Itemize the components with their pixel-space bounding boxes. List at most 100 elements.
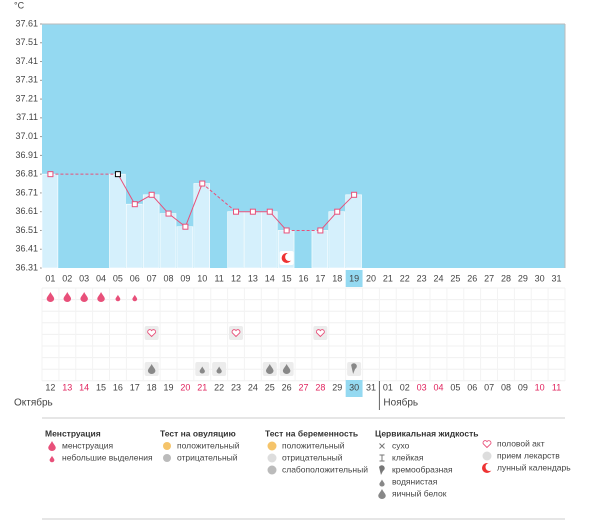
legend-icon (378, 489, 386, 500)
point-marker (317, 227, 324, 234)
legend-icon (379, 454, 385, 462)
day-label: 08 (164, 273, 174, 283)
month-label: Октябрь (14, 397, 53, 409)
point-marker (148, 191, 155, 198)
day-highlight (345, 270, 363, 287)
date-label: 21 (197, 382, 207, 392)
y-tick-label: 36.31 (15, 262, 38, 272)
egg-white-icon (282, 364, 291, 374)
point-marker (114, 171, 121, 178)
egg-white-icon (266, 364, 274, 374)
date-label: 20 (180, 382, 190, 392)
day-label: 17 (315, 273, 325, 283)
day-label: 04 (96, 273, 106, 283)
legend-item: менструация (62, 440, 114, 450)
date-label: 07 (484, 382, 494, 392)
day-label: 01 (45, 273, 55, 283)
point-marker (351, 191, 358, 198)
bar (142, 194, 160, 269)
date-label: 31 (366, 382, 376, 392)
legend-icon (482, 451, 492, 461)
bar (345, 194, 362, 269)
y-tick-label: 37.11 (16, 112, 38, 122)
day-label: 11 (214, 273, 223, 283)
egg-white-icon (147, 364, 156, 374)
intercourse-icon (231, 329, 241, 338)
watery-icon (216, 366, 222, 374)
point-marker (199, 180, 206, 187)
intercourse-icon (315, 329, 325, 338)
day-label: 16 (298, 273, 308, 283)
day-label: 07 (147, 273, 157, 283)
legend-item: прием лекарств (497, 450, 560, 460)
point-marker (334, 208, 341, 215)
day-label: 31 (552, 273, 562, 283)
y-tick-label: 36.41 (15, 244, 38, 254)
temperature-line (117, 173, 203, 228)
legend-item: водянистая (392, 476, 438, 486)
legend-item: отрицательный (177, 452, 238, 462)
y-tick-label: 36.51 (15, 225, 38, 235)
legend-item: яичный белок (392, 488, 447, 498)
spotting-icon (132, 294, 138, 302)
legend-item: половой акт (497, 438, 545, 448)
day-label: 25 (450, 273, 460, 283)
date-label: 11 (552, 382, 561, 392)
y-tick-label: 36.81 (15, 169, 38, 179)
date-label: 02 (400, 382, 410, 392)
day-label: 22 (400, 273, 410, 283)
day-label: 29 (518, 273, 528, 283)
legend-heading: Менструация (45, 428, 101, 438)
date-label: 06 (467, 382, 477, 392)
date-label: 22 (214, 382, 224, 392)
day-label: 24 (433, 273, 443, 283)
point-marker (47, 171, 54, 178)
temperature-line (236, 211, 288, 231)
y-tick-label: 36.91 (15, 150, 38, 160)
date-label: 24 (248, 382, 258, 392)
day-label: 15 (282, 273, 292, 283)
legend-item: клейкая (392, 452, 424, 462)
bar (311, 230, 329, 269)
bar (227, 211, 244, 269)
day-label: 23 (417, 273, 427, 283)
y-tick-label: 37.01 (15, 131, 38, 141)
legend-icon-cut (485, 463, 494, 471)
intercourse-icon (147, 329, 157, 338)
y-unit: °C (14, 0, 25, 10)
date-label: 15 (96, 382, 106, 392)
date-label: 25 (265, 382, 275, 392)
date-label: 23 (231, 382, 241, 392)
legend-item: кремообразная (392, 464, 453, 474)
date-label: 05 (450, 382, 460, 392)
menstruation-icon (97, 292, 105, 302)
legend-icon (379, 465, 385, 475)
legend-icon (379, 443, 385, 449)
legend-icon (163, 442, 171, 450)
bar (126, 203, 143, 269)
legend-item: слабоположительный (282, 464, 368, 474)
day-label: 12 (231, 273, 241, 283)
day-label: 28 (501, 273, 511, 283)
bar (176, 226, 194, 269)
watery-icon (199, 366, 205, 374)
menstruation-icon (63, 292, 72, 302)
legend-icon (48, 441, 56, 452)
legend-item: небольшие выделения (62, 452, 153, 462)
day-label: 21 (383, 273, 393, 283)
day-label: 26 (467, 273, 477, 283)
day-label: 10 (197, 273, 207, 283)
legend-heading: Тест на овуляцию (160, 428, 236, 438)
point-marker (131, 201, 138, 208)
spotting-icon (115, 294, 121, 302)
date-label: 10 (535, 382, 545, 392)
date-highlight (345, 380, 363, 397)
day-label: 19 (349, 273, 359, 283)
day-label: 05 (113, 273, 123, 283)
point-marker (249, 208, 256, 215)
legend-heading: Цервикальная жидкость (375, 428, 478, 438)
date-label: 27 (298, 382, 308, 392)
day-label: 20 (366, 273, 376, 283)
bar (41, 173, 59, 269)
